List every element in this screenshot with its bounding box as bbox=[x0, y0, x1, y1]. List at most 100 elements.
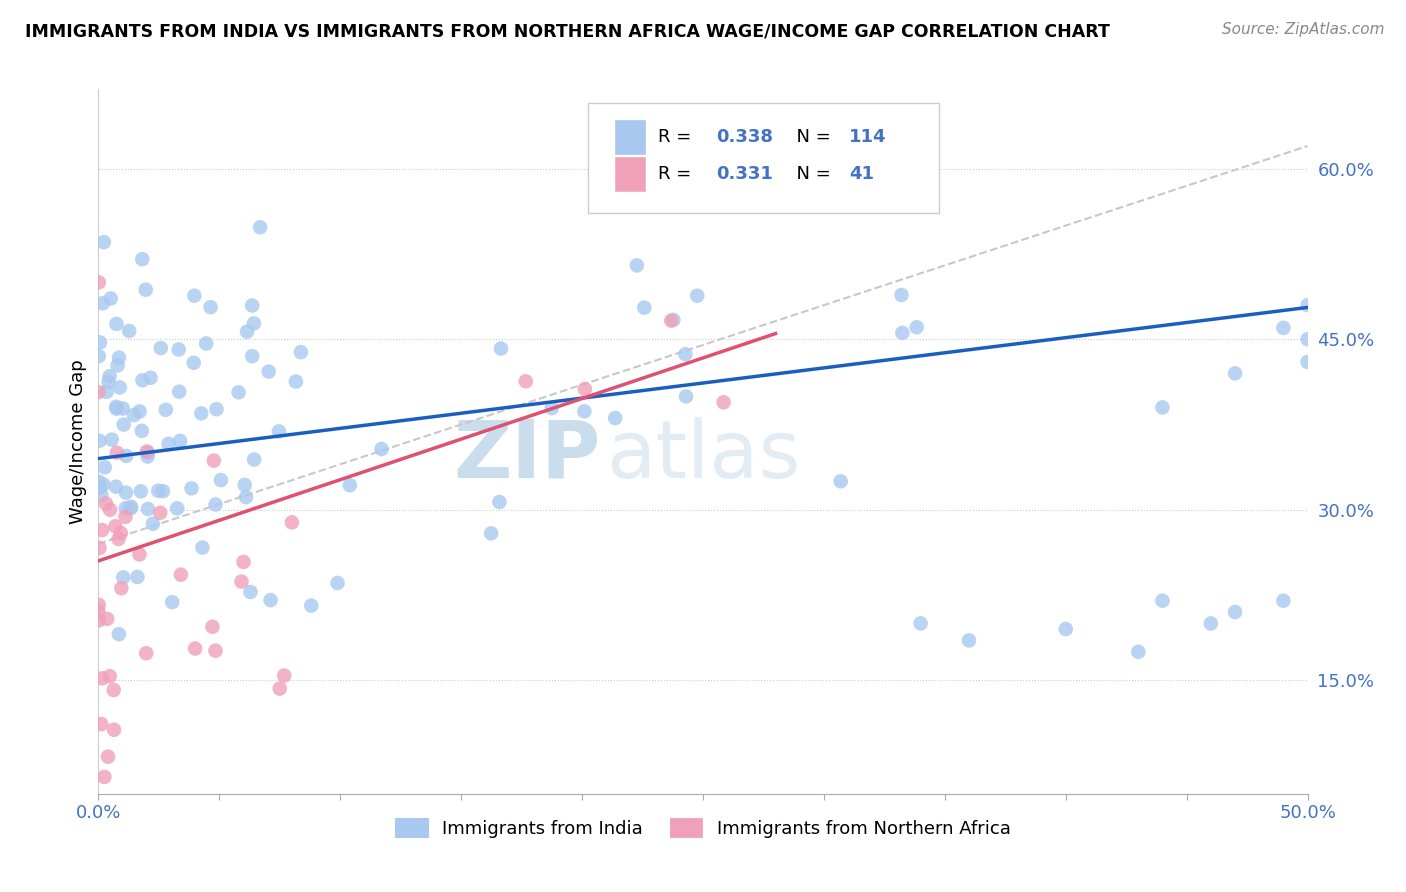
Point bbox=[339, 478, 361, 492]
Point bbox=[249, 220, 271, 235]
Point bbox=[167, 384, 190, 399]
Point bbox=[673, 347, 696, 361]
Point bbox=[87, 349, 110, 363]
Point bbox=[479, 526, 502, 541]
Point bbox=[103, 683, 125, 698]
Point bbox=[115, 449, 138, 463]
Point bbox=[1054, 622, 1077, 636]
Point bbox=[184, 641, 207, 656]
Point bbox=[236, 325, 259, 339]
Point bbox=[299, 599, 322, 613]
Legend: Immigrants from India, Immigrants from Northern Africa: Immigrants from India, Immigrants from N… bbox=[388, 811, 1018, 845]
Point bbox=[90, 488, 112, 502]
Text: atlas: atlas bbox=[606, 417, 800, 495]
Point bbox=[626, 259, 648, 273]
Point bbox=[633, 301, 655, 315]
Point bbox=[515, 375, 537, 389]
Point bbox=[135, 283, 157, 297]
Point bbox=[232, 555, 254, 569]
Point bbox=[112, 570, 135, 584]
Point bbox=[281, 516, 304, 530]
Point bbox=[1152, 593, 1174, 607]
Point bbox=[87, 604, 110, 618]
Text: N =: N = bbox=[785, 165, 837, 183]
Point bbox=[240, 299, 263, 313]
Point bbox=[120, 501, 142, 516]
Point bbox=[169, 434, 191, 448]
Point bbox=[94, 497, 117, 511]
Text: 0.338: 0.338 bbox=[716, 128, 773, 146]
Point bbox=[1223, 605, 1246, 619]
Point bbox=[100, 433, 122, 447]
Text: R =: R = bbox=[658, 128, 697, 146]
Point bbox=[200, 300, 222, 314]
Point bbox=[1296, 298, 1319, 312]
Point bbox=[139, 370, 162, 384]
Point bbox=[1296, 355, 1319, 369]
Point bbox=[152, 484, 174, 499]
Point bbox=[204, 498, 226, 512]
Point bbox=[87, 276, 110, 290]
Point bbox=[110, 581, 132, 595]
Point bbox=[166, 501, 188, 516]
Point bbox=[97, 749, 120, 764]
Point bbox=[89, 541, 111, 555]
Y-axis label: Wage/Income Gap: Wage/Income Gap bbox=[69, 359, 87, 524]
Point bbox=[136, 446, 159, 460]
Point bbox=[235, 490, 257, 504]
Point bbox=[190, 406, 212, 420]
Point bbox=[243, 317, 266, 331]
FancyBboxPatch shape bbox=[614, 120, 645, 154]
Point bbox=[91, 477, 114, 491]
Point bbox=[259, 593, 281, 607]
Point bbox=[94, 460, 117, 475]
Point bbox=[157, 437, 180, 451]
Text: 0.331: 0.331 bbox=[716, 165, 773, 183]
Point bbox=[1272, 321, 1295, 335]
Point bbox=[107, 359, 129, 373]
Point bbox=[910, 616, 932, 631]
Point bbox=[905, 320, 928, 334]
Point bbox=[231, 574, 253, 589]
Point bbox=[87, 475, 110, 489]
Point bbox=[107, 532, 129, 546]
Point bbox=[605, 411, 627, 425]
Point bbox=[136, 502, 159, 516]
Point bbox=[142, 516, 165, 531]
Point bbox=[290, 345, 312, 359]
Point bbox=[115, 485, 138, 500]
Point bbox=[108, 351, 131, 365]
Point bbox=[240, 349, 263, 363]
Point bbox=[100, 292, 122, 306]
Point bbox=[149, 506, 172, 520]
Point bbox=[128, 404, 150, 418]
Point bbox=[97, 375, 120, 389]
Point bbox=[574, 404, 596, 418]
Point bbox=[209, 473, 232, 487]
Point bbox=[93, 770, 115, 784]
Point bbox=[201, 620, 224, 634]
Point bbox=[89, 434, 111, 448]
Text: N =: N = bbox=[785, 128, 837, 146]
Point bbox=[148, 483, 170, 498]
Point bbox=[128, 548, 150, 562]
Point bbox=[233, 478, 256, 492]
Point bbox=[98, 502, 121, 516]
Point bbox=[131, 252, 153, 266]
Point bbox=[191, 541, 214, 555]
Point bbox=[91, 296, 114, 310]
Text: 114: 114 bbox=[849, 128, 887, 146]
Point bbox=[686, 289, 709, 303]
Point bbox=[96, 384, 118, 399]
Point bbox=[205, 402, 228, 417]
Point bbox=[659, 313, 682, 327]
Point bbox=[1223, 367, 1246, 381]
Point bbox=[890, 288, 912, 302]
Point bbox=[1296, 332, 1319, 346]
Point bbox=[87, 613, 110, 627]
Point bbox=[713, 395, 735, 409]
Point bbox=[183, 356, 205, 370]
Point bbox=[180, 482, 202, 496]
Point bbox=[122, 408, 145, 422]
Point bbox=[540, 401, 562, 416]
